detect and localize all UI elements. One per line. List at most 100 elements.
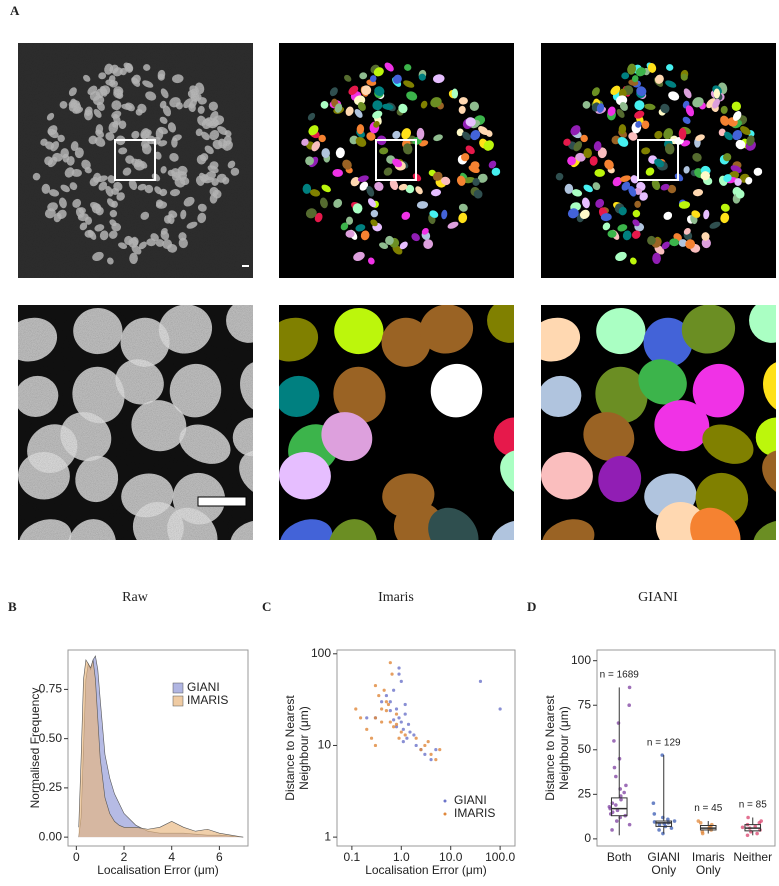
point	[412, 733, 416, 737]
segmented-nucleus	[660, 183, 670, 191]
segmented-nucleus	[682, 116, 691, 124]
point	[612, 739, 616, 743]
segmented-nucleus	[680, 73, 688, 81]
segmented-nucleus	[678, 239, 687, 247]
point	[755, 831, 759, 836]
segmented-nucleus	[469, 101, 480, 111]
zoom-box	[375, 139, 417, 181]
image-panel	[279, 43, 514, 278]
segmented-nucleus	[630, 175, 639, 184]
point	[373, 743, 378, 748]
segmented-nucleus	[594, 168, 606, 177]
segmented-nucleus	[440, 176, 451, 186]
legend-label: IMARIS	[187, 693, 228, 707]
segmented-nucleus	[470, 129, 481, 141]
segmented-nucleus	[709, 221, 721, 229]
box	[610, 797, 628, 817]
segmented-nucleus	[305, 156, 314, 166]
segmented-nucleus	[617, 224, 628, 232]
point	[403, 702, 407, 707]
point	[612, 765, 617, 770]
segmented-nucleus	[621, 72, 630, 80]
segmented-nucleus	[575, 152, 586, 162]
point	[627, 685, 632, 690]
segmented-nucleus	[433, 134, 443, 142]
segmented-nucleus	[660, 103, 670, 114]
point	[382, 688, 386, 692]
x-tick-label: 0	[73, 850, 80, 864]
point	[369, 736, 374, 740]
segmented-nucleus	[355, 224, 366, 232]
segmented-nucleus	[370, 209, 379, 218]
segmented-nucleus	[597, 147, 607, 159]
segmented-nucleus	[755, 417, 776, 457]
y-axis-label: Neighbour (μm)	[557, 706, 571, 790]
point	[414, 743, 418, 748]
segmented-nucleus	[415, 186, 423, 195]
segmented-nucleus	[361, 85, 372, 96]
point	[373, 716, 378, 720]
x-tick-label: 1.0	[393, 850, 410, 864]
segmented-nucleus	[610, 85, 621, 95]
segmented-nucleus	[353, 251, 365, 261]
legend-label: IMARIS	[454, 806, 495, 820]
segmented-nucleus	[639, 192, 648, 201]
segmented-nucleus	[582, 100, 591, 109]
segmented-nucleus	[401, 211, 411, 220]
segmented-nucleus	[398, 183, 408, 191]
point	[423, 743, 427, 748]
x-tick-label: 100.0	[485, 850, 515, 864]
point	[429, 752, 433, 756]
segmented-nucleus	[718, 128, 726, 137]
segmented-nucleus	[712, 98, 720, 109]
point	[618, 794, 623, 798]
zoom-box	[637, 139, 679, 181]
point	[429, 758, 433, 762]
segmented-nucleus	[355, 137, 367, 147]
point	[384, 709, 389, 713]
segmented-nucleus	[720, 212, 730, 224]
segmented-nucleus	[432, 171, 443, 181]
segmented-nucleus	[382, 103, 394, 110]
point	[438, 748, 442, 752]
segmented-nucleus	[456, 128, 464, 137]
segmented-nucleus	[570, 125, 581, 136]
segmented-nucleus	[398, 103, 408, 114]
segmented-nucleus	[617, 137, 629, 147]
segmented-nucleus	[572, 189, 583, 197]
point	[394, 722, 399, 726]
segmented-nucleus	[654, 158, 665, 168]
segmented-nucleus	[348, 85, 359, 95]
segmented-nucleus	[416, 127, 425, 140]
point	[373, 683, 378, 688]
segmented-nucleus	[663, 211, 673, 220]
segmented-nucleus	[370, 219, 378, 227]
segmented-nucleus	[418, 73, 426, 81]
segmented-nucleus	[310, 189, 321, 197]
segmented-nucleus	[752, 520, 776, 540]
segmented-nucleus	[591, 87, 600, 97]
segmented-nucleus	[428, 507, 479, 540]
segmented-nucleus	[654, 74, 664, 84]
segmented-nucleus	[477, 173, 488, 183]
y-tick-label: 0.75	[39, 682, 63, 696]
y-tick-label: 0	[584, 831, 591, 845]
point	[399, 720, 403, 724]
segmented-nucleus	[600, 213, 612, 222]
point	[365, 716, 369, 720]
segmented-nucleus	[302, 183, 312, 194]
segmented-nucleus	[490, 520, 514, 540]
image-panel	[541, 305, 776, 540]
segmented-nucleus	[372, 110, 383, 119]
scale-bar	[242, 265, 249, 267]
point	[394, 712, 399, 716]
segmented-nucleus	[416, 201, 429, 209]
segmented-nucleus	[311, 141, 321, 152]
segmented-nucleus	[419, 305, 474, 354]
segmented-nucleus	[279, 451, 331, 500]
segmented-nucleus	[430, 363, 483, 418]
segmented-nucleus	[333, 366, 386, 424]
segmented-nucleus	[357, 175, 369, 182]
segmented-nucleus	[763, 361, 776, 413]
